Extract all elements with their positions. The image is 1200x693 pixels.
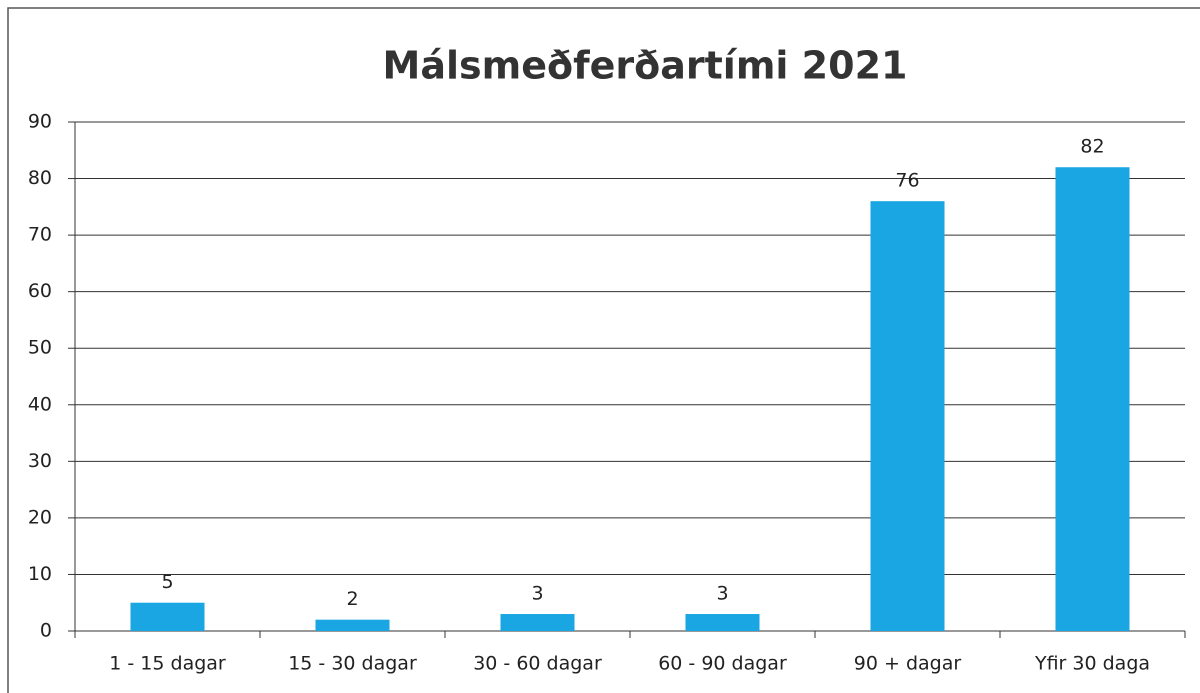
- bar: [1055, 167, 1130, 631]
- data-label: 2: [346, 588, 358, 610]
- x-tick-label: 15 - 30 dagar: [288, 653, 417, 675]
- y-tick-label: 10: [28, 563, 52, 585]
- y-tick-label: 80: [28, 167, 52, 189]
- x-tick-label: 90 + dagar: [854, 653, 962, 675]
- data-label: 76: [895, 170, 919, 192]
- x-tick-label: 1 - 15 dagar: [109, 653, 226, 675]
- data-label: 3: [531, 583, 543, 605]
- y-tick-label: 0: [40, 620, 52, 642]
- y-tick-label: 20: [28, 506, 52, 528]
- chart-frame: [7, 7, 1200, 693]
- y-tick-label: 70: [28, 224, 52, 246]
- bar: [870, 201, 945, 631]
- y-tick-label: 50: [28, 337, 52, 359]
- bar: [500, 614, 575, 631]
- bar: [685, 614, 760, 631]
- y-tick-label: 90: [28, 111, 52, 133]
- x-tick-label: Yfir 30 daga: [1034, 653, 1150, 675]
- x-tick-label: 30 - 60 dagar: [473, 653, 602, 675]
- y-tick-label: 30: [28, 450, 52, 472]
- bar: [130, 602, 205, 631]
- chart-title: Málsmeðferðartími 2021: [383, 44, 908, 88]
- x-tick-label: 60 - 90 dagar: [658, 653, 787, 675]
- y-tick-label: 60: [28, 280, 52, 302]
- data-label: 5: [161, 571, 173, 593]
- data-label: 82: [1080, 136, 1104, 158]
- y-tick-label: 40: [28, 393, 52, 415]
- data-label: 3: [716, 583, 728, 605]
- bar: [315, 619, 390, 631]
